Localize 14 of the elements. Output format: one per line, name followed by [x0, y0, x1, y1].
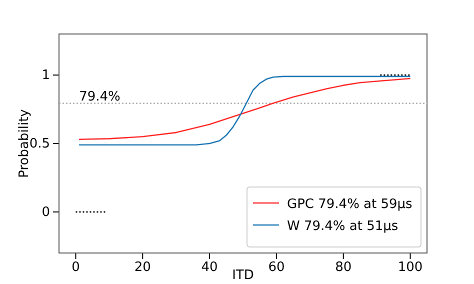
y-axis-title: Probability — [17, 108, 32, 178]
legend-label: GPC 79.4% at 59μs — [287, 197, 413, 212]
y-tick-label: 1 — [42, 68, 50, 84]
x-tick-label: 20 — [134, 260, 151, 276]
legend-label: W 79.4% at 51μs — [287, 219, 398, 234]
y-tick-label: 0.5 — [29, 136, 50, 152]
y-tick-label: 0 — [42, 205, 50, 220]
annotation: 79.4% — [79, 89, 120, 104]
x-tick-label: 60 — [268, 260, 285, 276]
x-tick-label: 80 — [335, 260, 352, 276]
x-tick-label: 100 — [398, 260, 423, 276]
x-tick-label: 40 — [201, 260, 218, 276]
x-axis-title: ITD — [232, 268, 254, 283]
x-tick-label: 0 — [72, 260, 80, 276]
